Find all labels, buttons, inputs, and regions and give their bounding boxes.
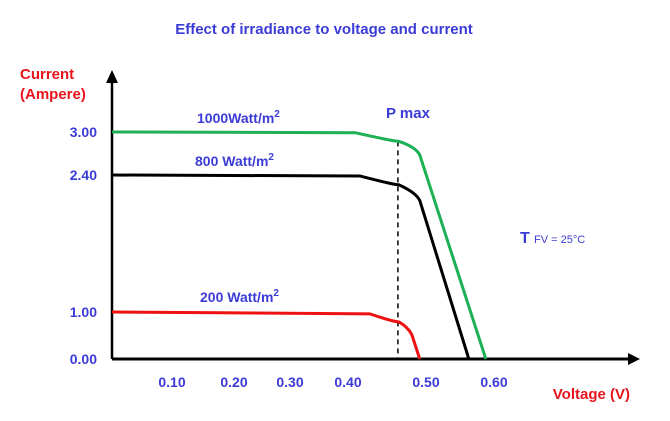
y-tick-label: 0.00 [70,351,97,367]
series-label: 200 Watt/m2 [200,288,279,305]
x-axis-arrow [628,353,640,365]
x-tick-label: 0.20 [220,374,247,390]
temperature-annotation: T FV = 25°C [520,230,585,247]
x-tick-label: 0.60 [480,374,507,390]
y-tick-label: 3.00 [70,124,97,140]
x-tick-label: 0.50 [412,374,439,390]
axes [106,70,640,365]
y-tick-label: 2.40 [70,167,97,183]
series-line [111,310,422,360]
x-tick-label: 0.30 [276,374,303,390]
pmax-label: P max [386,105,431,122]
series-line [111,173,471,360]
temp-T: T [520,230,530,247]
series-label: 800 Watt/m2 [195,152,274,169]
x-axis-label: Voltage (V) [553,386,630,403]
y-tick-label: 1.00 [70,304,97,320]
y-axis-arrow [106,70,118,83]
temp-value: FV = 25°C [534,234,585,246]
y-axis-label-unit: (Ampere) [20,86,86,103]
series-line [111,130,488,360]
x-tick-label: 0.40 [334,374,361,390]
series-label: 1000Watt/m2 [197,109,280,126]
chart-title: Effect of irradiance to voltage and curr… [175,21,473,38]
y-axis-label: Current [20,66,74,83]
x-tick-label: 0.10 [158,374,185,390]
